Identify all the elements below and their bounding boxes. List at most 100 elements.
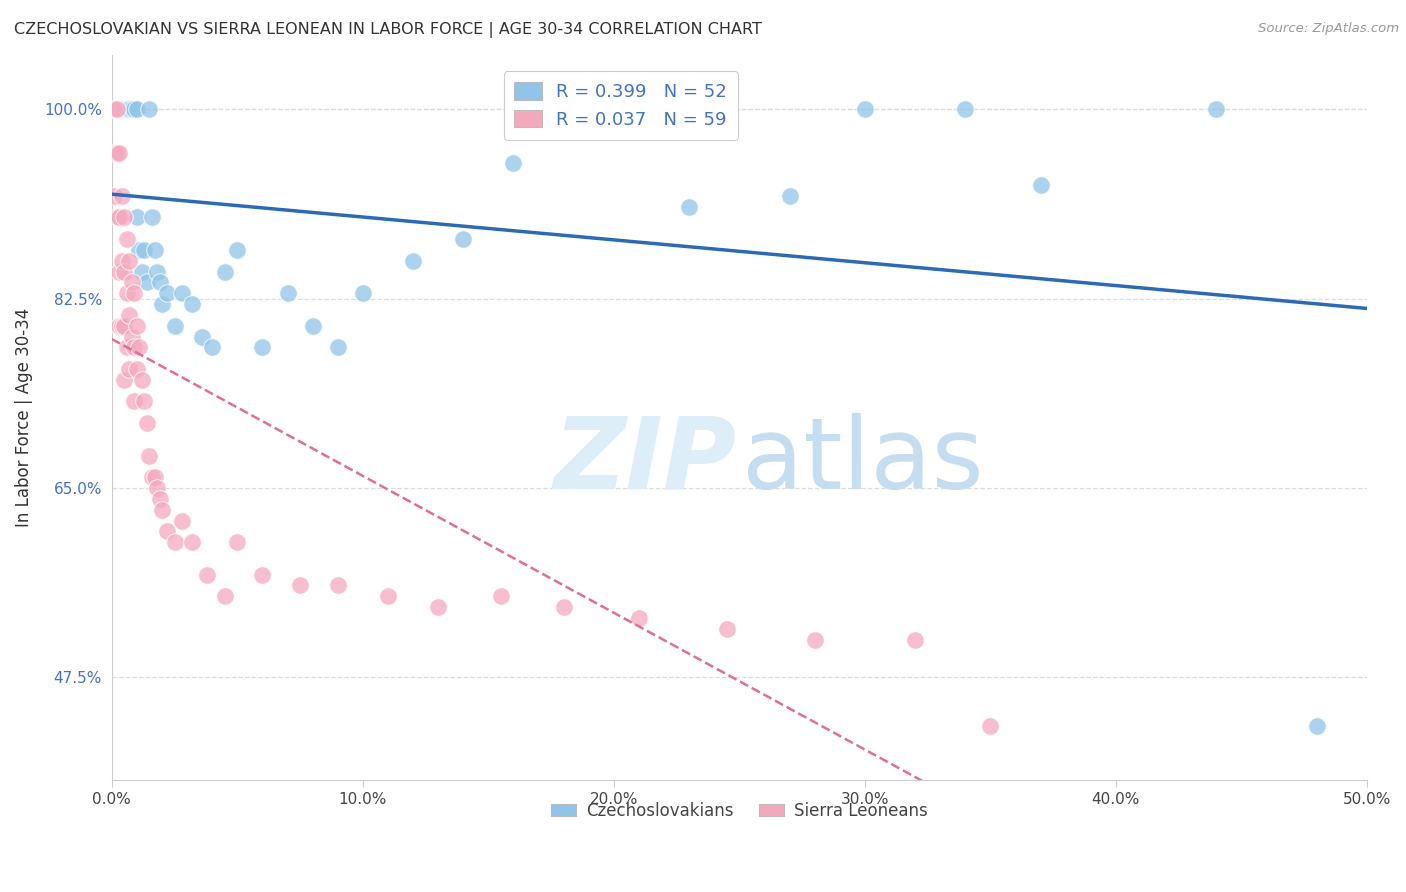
- Point: [118, 102, 141, 116]
- Point: [352, 286, 374, 301]
- Point: [141, 211, 163, 225]
- Point: [172, 286, 194, 301]
- Point: [148, 491, 170, 506]
- Point: [148, 276, 170, 290]
- Point: [115, 232, 138, 246]
- Point: [214, 264, 236, 278]
- Point: [103, 189, 125, 203]
- Point: [226, 243, 249, 257]
- Point: [108, 102, 131, 116]
- Point: [124, 102, 146, 116]
- Point: [326, 578, 349, 592]
- Point: [214, 590, 236, 604]
- Point: [163, 318, 186, 333]
- Point: [678, 200, 700, 214]
- Point: [136, 276, 159, 290]
- Point: [118, 308, 141, 322]
- Point: [904, 632, 927, 647]
- Point: [128, 243, 150, 257]
- Point: [277, 286, 299, 301]
- Text: CZECHOSLOVAKIAN VS SIERRA LEONEAN IN LABOR FORCE | AGE 30-34 CORRELATION CHART: CZECHOSLOVAKIAN VS SIERRA LEONEAN IN LAB…: [14, 22, 762, 38]
- Point: [141, 470, 163, 484]
- Point: [163, 535, 186, 549]
- Point: [124, 340, 146, 354]
- Point: [553, 600, 575, 615]
- Point: [181, 297, 204, 311]
- Point: [112, 102, 135, 116]
- Point: [105, 145, 128, 160]
- Point: [853, 102, 876, 116]
- Point: [105, 102, 128, 116]
- Point: [115, 102, 138, 116]
- Point: [118, 102, 141, 116]
- Text: Source: ZipAtlas.com: Source: ZipAtlas.com: [1258, 22, 1399, 36]
- Point: [112, 211, 135, 225]
- Point: [143, 470, 166, 484]
- Point: [111, 318, 134, 333]
- Point: [103, 145, 125, 160]
- Point: [716, 622, 738, 636]
- Point: [146, 481, 169, 495]
- Point: [489, 590, 512, 604]
- Point: [226, 535, 249, 549]
- Point: [326, 340, 349, 354]
- Point: [146, 264, 169, 278]
- Point: [143, 243, 166, 257]
- Point: [402, 253, 425, 268]
- Point: [427, 600, 450, 615]
- Point: [125, 102, 148, 116]
- Point: [955, 102, 977, 116]
- Point: [115, 286, 138, 301]
- Point: [451, 232, 474, 246]
- Point: [125, 362, 148, 376]
- Point: [1205, 102, 1227, 116]
- Text: atlas: atlas: [742, 413, 983, 509]
- Point: [195, 567, 218, 582]
- Point: [111, 102, 134, 116]
- Point: [134, 243, 156, 257]
- Point: [125, 211, 148, 225]
- Point: [131, 264, 153, 278]
- Point: [108, 264, 131, 278]
- Point: [121, 276, 143, 290]
- Point: [112, 102, 135, 116]
- Point: [125, 318, 148, 333]
- Point: [803, 632, 825, 647]
- Point: [105, 102, 128, 116]
- Point: [105, 211, 128, 225]
- Point: [156, 524, 179, 539]
- Point: [121, 102, 143, 116]
- Point: [111, 189, 134, 203]
- Point: [603, 102, 626, 116]
- Point: [108, 102, 131, 116]
- Point: [201, 340, 224, 354]
- Point: [111, 253, 134, 268]
- Point: [979, 719, 1001, 733]
- Point: [150, 297, 173, 311]
- Point: [301, 318, 323, 333]
- Point: [136, 416, 159, 430]
- Point: [502, 156, 524, 170]
- Point: [121, 329, 143, 343]
- Point: [115, 340, 138, 354]
- Point: [118, 362, 141, 376]
- Point: [118, 253, 141, 268]
- Point: [1305, 719, 1327, 733]
- Point: [134, 394, 156, 409]
- Point: [108, 145, 131, 160]
- Point: [105, 102, 128, 116]
- Point: [112, 102, 135, 116]
- Legend: Czechoslovakians, Sierra Leoneans: Czechoslovakians, Sierra Leoneans: [544, 795, 934, 826]
- Point: [181, 535, 204, 549]
- Point: [111, 102, 134, 116]
- Point: [172, 514, 194, 528]
- Point: [627, 611, 650, 625]
- Point: [124, 286, 146, 301]
- Point: [288, 578, 311, 592]
- Point: [150, 502, 173, 516]
- Point: [128, 340, 150, 354]
- Point: [103, 102, 125, 116]
- Point: [131, 373, 153, 387]
- Point: [191, 329, 214, 343]
- Point: [252, 340, 274, 354]
